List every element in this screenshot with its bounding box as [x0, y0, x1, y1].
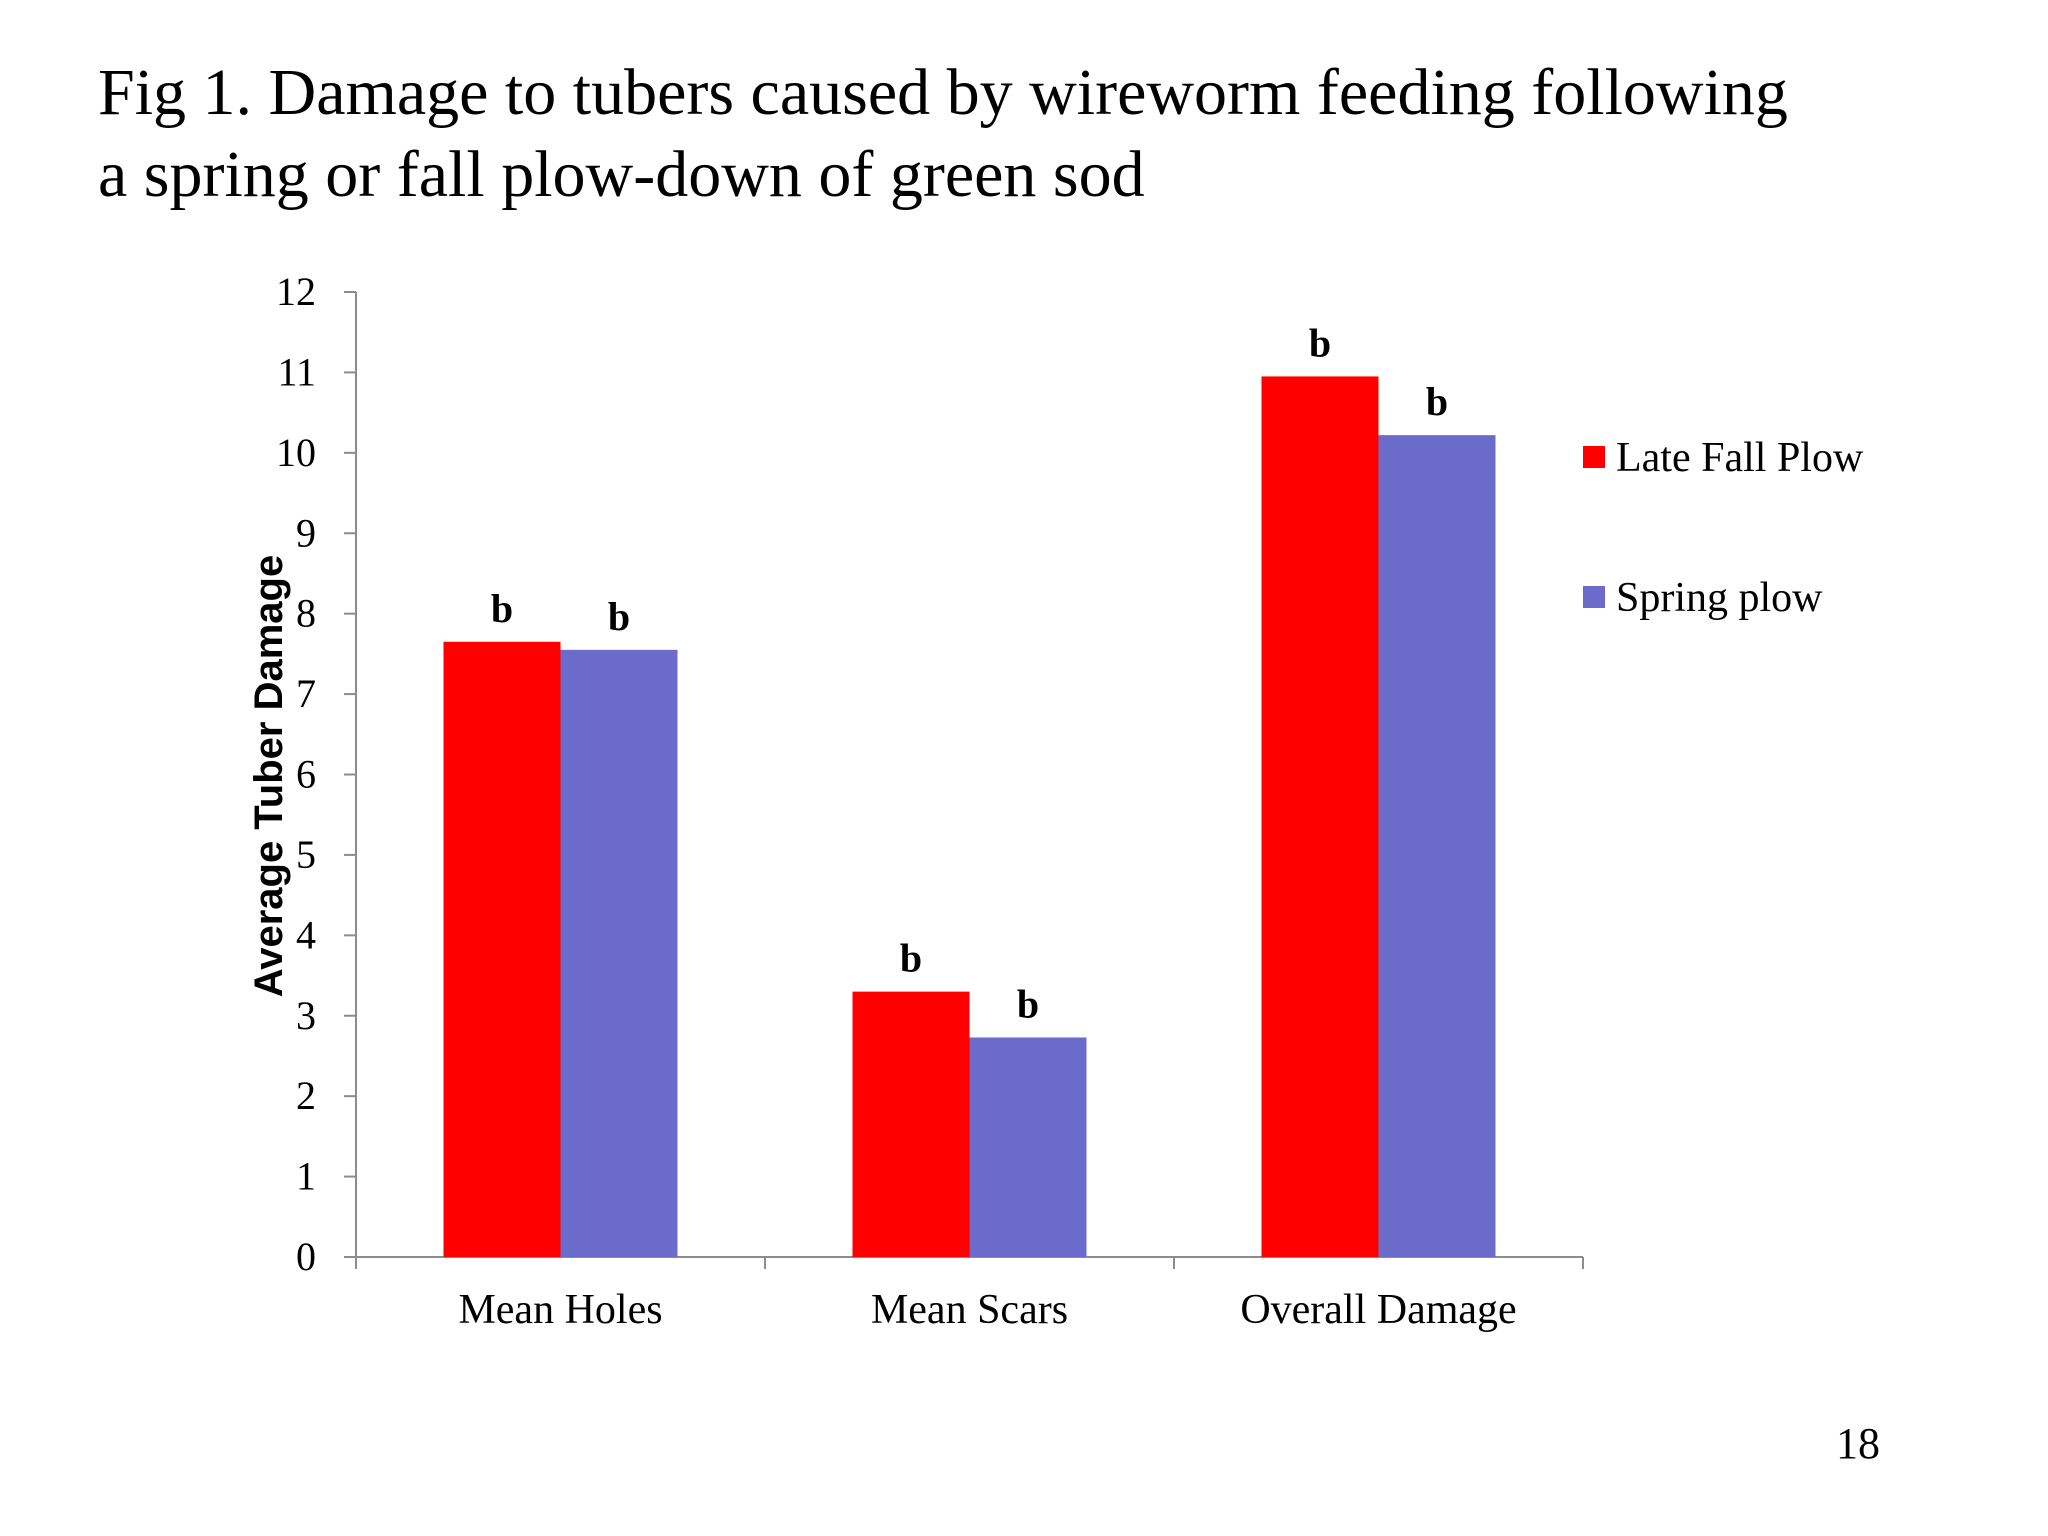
bar-significance-label: b — [608, 594, 630, 639]
y-tick-label: 9 — [296, 510, 316, 555]
bar-spring-plow — [969, 1037, 1087, 1257]
x-category-label: Mean Holes — [458, 1287, 662, 1333]
bar-spring-plow — [560, 649, 678, 1257]
y-tick-label: 8 — [296, 591, 316, 636]
bar-significance-label: b — [1017, 981, 1039, 1026]
page-number: 18 — [1836, 1419, 1880, 1468]
chart-legend: Late Fall Plow Spring plow — [1583, 435, 1864, 621]
bar-late-fall-plow — [443, 641, 561, 1257]
bar-significance-label: b — [491, 586, 513, 631]
legend-label: Late Fall Plow — [1616, 435, 1864, 481]
y-tick-label: 12 — [276, 269, 316, 314]
y-tick-label: 6 — [296, 752, 316, 797]
y-tick-label: 11 — [277, 349, 316, 394]
y-tick-label: 0 — [296, 1234, 316, 1279]
legend-label: Spring plow — [1616, 575, 1823, 621]
bar-significance-label: b — [1309, 320, 1331, 365]
y-tick-label: 4 — [296, 912, 316, 957]
y-tick-label: 7 — [296, 671, 316, 716]
y-tick-label: 10 — [276, 430, 316, 475]
bar-late-fall-plow — [1261, 376, 1379, 1257]
bar-significance-label: b — [1426, 379, 1448, 424]
slide-title: Fig 1. Damage to tubers caused by wirewo… — [98, 52, 1978, 216]
legend-swatch — [1583, 446, 1605, 468]
x-category-label: Mean Scars — [871, 1287, 1068, 1333]
slide-title-line-1: Fig 1. Damage to tubers caused by wirewo… — [98, 56, 1788, 129]
bar-spring-plow — [1378, 435, 1496, 1257]
y-tick-label: 1 — [296, 1154, 316, 1199]
legend-swatch — [1583, 586, 1605, 608]
y-tick-label: 2 — [296, 1073, 316, 1118]
y-tick-label: 3 — [296, 993, 316, 1038]
x-category-label: Overall Damage — [1240, 1287, 1516, 1333]
bar-significance-label: b — [900, 936, 922, 981]
y-axis-title-group: Average Tuber Damage — [247, 555, 291, 997]
slide-title-line-2: a spring or fall plow-down of green sod — [98, 138, 1145, 211]
chart-bars: b b b b b b — [443, 320, 1496, 1257]
y-tick-label: 5 — [296, 832, 316, 877]
bar-late-fall-plow — [852, 991, 970, 1257]
y-axis-title: Average Tuber Damage — [247, 555, 291, 997]
